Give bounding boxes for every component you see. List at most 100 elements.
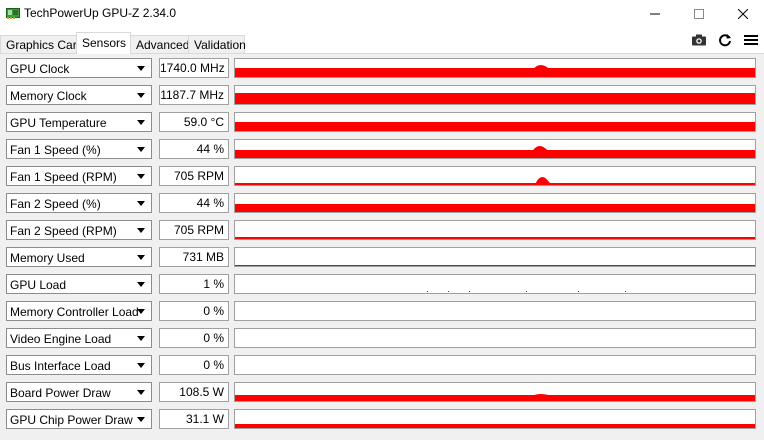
sensor-select[interactable]: GPU Temperature: [6, 112, 152, 132]
title-bar: TechPowerUp GPU-Z 2.34.0: [0, 0, 764, 28]
close-button[interactable]: [720, 0, 764, 28]
sensor-graph-spike: [534, 65, 549, 68]
sensor-row: GPU Clock 1740.0 MHz: [0, 54, 764, 81]
menu-icon: [744, 35, 758, 45]
sensor-graph-fill: [235, 122, 755, 131]
sensor-graph-plot: [235, 302, 755, 320]
sensor-row: GPU Load 1 %: [0, 270, 764, 297]
sensor-select[interactable]: Fan 2 Speed (%): [6, 193, 152, 213]
sensor-graph-plot: [427, 291, 626, 292]
sensor-select[interactable]: GPU Chip Power Draw: [6, 409, 152, 429]
sensor-value: 0 %: [159, 355, 229, 375]
sensor-row: Fan 1 Speed (RPM) 705 RPM: [0, 162, 764, 189]
sensor-graph-fill: [235, 395, 755, 401]
sensor-graph-fill: [235, 68, 755, 77]
sensor-value: 1740.0 MHz: [159, 58, 229, 78]
sensor-select[interactable]: Fan 2 Speed (RPM): [6, 220, 152, 240]
sensor-name: Fan 2 Speed (RPM): [10, 224, 117, 238]
dropdown-arrow-icon: [137, 174, 145, 179]
sensor-name: Video Engine Load: [10, 332, 112, 346]
sensor-graph-fill: [235, 237, 755, 239]
sensor-graph-spike: [533, 146, 548, 150]
sensor-graph-plot: [235, 93, 755, 104]
sensor-row: Fan 1 Speed (%) 44 %: [0, 135, 764, 162]
sensor-select[interactable]: Fan 1 Speed (%): [6, 139, 152, 159]
sensor-graph-plot: [235, 122, 755, 131]
sensor-graph-dot: [578, 291, 579, 292]
sensor-row: Memory Used 731 MB: [0, 243, 764, 270]
sensor-select[interactable]: GPU Clock: [6, 58, 152, 78]
tab-sensors[interactable]: Sensors: [76, 32, 131, 54]
dropdown-arrow-icon: [137, 282, 145, 287]
sensor-value: 1187.7 MHz: [159, 85, 229, 105]
dropdown-arrow-icon: [137, 120, 145, 125]
sensor-graph-plot: [235, 329, 755, 347]
refresh-button[interactable]: [717, 32, 733, 48]
sensor-select[interactable]: Video Engine Load: [6, 328, 152, 348]
screenshot-button[interactable]: [691, 32, 707, 48]
sensor-select[interactable]: GPU Load: [6, 274, 152, 294]
sensor-value: 731 MB: [159, 247, 229, 267]
sensor-graph-fill: [235, 93, 755, 104]
sensor-select[interactable]: Memory Controller Load: [6, 301, 152, 321]
dropdown-arrow-icon: [137, 66, 145, 71]
sensor-value: 44 %: [159, 193, 229, 213]
sensor-value: 59.0 °C: [159, 112, 229, 132]
sensor-graph-dot: [625, 291, 626, 292]
sensor-row: Fan 2 Speed (RPM) 705 RPM: [0, 216, 764, 243]
sensor-graph: [234, 355, 756, 375]
sensor-name: Fan 1 Speed (RPM): [10, 170, 117, 184]
sensor-value: 1 %: [159, 274, 229, 294]
sensor-name: Bus Interface Load: [10, 359, 111, 373]
sensor-row: Fan 2 Speed (%) 44 %: [0, 189, 764, 216]
sensor-value: 31.1 W: [159, 409, 229, 429]
dropdown-arrow-icon: [137, 390, 145, 395]
dropdown-arrow-icon: [137, 336, 145, 341]
menu-button[interactable]: [743, 32, 759, 48]
tab-validation[interactable]: Validation: [188, 35, 246, 54]
maximize-button[interactable]: [676, 0, 722, 28]
sensor-graph-fill: [235, 265, 755, 266]
sensor-name: Memory Clock: [10, 89, 87, 103]
sensor-graph: [234, 220, 756, 240]
sensor-select[interactable]: Bus Interface Load: [6, 355, 152, 375]
sensor-graph: [234, 274, 756, 294]
sensor-value: 705 RPM: [159, 220, 229, 240]
dropdown-arrow-icon: [137, 363, 145, 368]
sensor-graph: [234, 301, 756, 321]
sensor-graph-fill: [235, 204, 755, 212]
minimize-icon: [650, 13, 660, 15]
sensor-row: GPU Temperature 59.0 °C: [0, 108, 764, 135]
sensor-select[interactable]: Board Power Draw: [6, 382, 152, 402]
dropdown-arrow-icon: [137, 228, 145, 233]
sensor-row: Memory Clock 1187.7 MHz: [0, 81, 764, 108]
dropdown-arrow-icon: [137, 255, 145, 260]
tab-bar: Graphics Card Sensors Advanced Validatio…: [0, 32, 764, 54]
sensor-graph: [234, 409, 756, 429]
minimize-button[interactable]: [632, 0, 678, 28]
sensor-graph-plot: [235, 356, 755, 374]
dropdown-arrow-icon: [137, 417, 145, 422]
sensor-graph: [234, 328, 756, 348]
sensor-name: GPU Load: [10, 278, 67, 292]
sensor-name: GPU Temperature: [10, 116, 107, 130]
sensor-graph-dot: [469, 291, 470, 292]
sensor-name: Fan 2 Speed (%): [10, 197, 101, 211]
sensor-row: Memory Controller Load 0 %: [0, 297, 764, 324]
sensor-graph-plot: [235, 237, 755, 239]
sensor-row: Video Engine Load 0 %: [0, 324, 764, 351]
sensor-graph-spike: [535, 177, 550, 183]
sensor-select[interactable]: Memory Used: [6, 247, 152, 267]
sensor-value: 0 %: [159, 328, 229, 348]
sensor-graph-dot: [427, 291, 428, 292]
tab-advanced[interactable]: Advanced: [130, 35, 189, 54]
sensor-select[interactable]: Fan 1 Speed (RPM): [6, 166, 152, 186]
sensor-graph: [234, 139, 756, 159]
sensor-graph-plot: [235, 424, 755, 428]
sensor-graph-fill: [235, 183, 755, 185]
sensor-graph-plot: [235, 146, 755, 158]
close-icon: [738, 9, 748, 19]
tab-graphics-card[interactable]: Graphics Card: [0, 35, 83, 54]
sensor-name: Board Power Draw: [10, 386, 111, 400]
sensor-select[interactable]: Memory Clock: [6, 85, 152, 105]
